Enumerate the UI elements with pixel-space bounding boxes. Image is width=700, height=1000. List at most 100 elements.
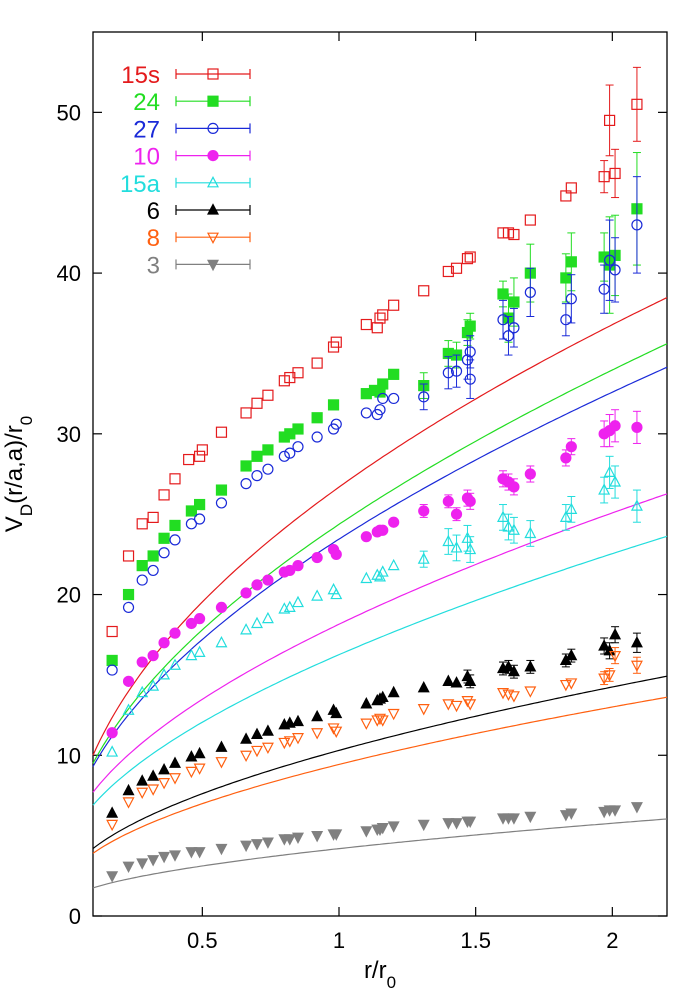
data-point: [565, 678, 578, 690]
data-point: [278, 450, 290, 462]
data-point: [185, 750, 198, 762]
plot-frame: [92, 31, 668, 917]
data-point: [193, 847, 206, 859]
data-point: [292, 560, 304, 572]
data-point: [136, 574, 148, 586]
data-point: [442, 534, 455, 547]
data-point: [630, 802, 643, 814]
data-point: [262, 389, 274, 401]
legend-marker: [207, 122, 219, 134]
data-point: [262, 444, 274, 456]
data-point: [106, 654, 118, 667]
data-point: [147, 650, 159, 662]
data-point: [388, 392, 400, 405]
data-point: [240, 732, 253, 744]
data-point: [327, 723, 340, 735]
data-point: [502, 520, 515, 532]
data-point: [508, 481, 520, 493]
fit-curve-27: [92, 366, 668, 767]
data-point: [251, 727, 263, 739]
data-point: [158, 547, 170, 559]
data-point: [565, 441, 577, 453]
data-point: [169, 534, 181, 546]
data-point: [122, 797, 135, 809]
data-point: [442, 495, 454, 507]
series-15s: [106, 66, 643, 638]
data-point: [565, 293, 577, 305]
data-point: [377, 392, 389, 405]
data-point: [507, 664, 520, 677]
data-point: [565, 808, 578, 820]
y-tick-label: 40: [57, 261, 81, 286]
data-point: [330, 548, 342, 560]
data-point: [292, 367, 304, 379]
data-point: [524, 286, 536, 298]
data-point: [251, 397, 263, 409]
data-point: [261, 837, 274, 849]
data-point: [147, 550, 159, 562]
legend-marker: [207, 259, 219, 272]
data-point: [251, 616, 263, 629]
data-point: [450, 818, 463, 830]
data-point: [292, 832, 304, 845]
series-8: [106, 647, 643, 832]
data-point: [507, 691, 520, 703]
data-point: [360, 718, 373, 730]
data-point: [261, 724, 274, 736]
data-point: [158, 532, 170, 544]
data-point: [215, 601, 228, 614]
data-point: [464, 251, 476, 263]
legend-item: 27: [133, 116, 251, 143]
data-point: [609, 420, 621, 432]
data-point: [417, 704, 430, 716]
data-point: [196, 444, 208, 456]
data-point: [450, 541, 463, 553]
data-point: [376, 565, 389, 577]
x-tick-label: 2: [606, 928, 618, 953]
legend-item: 10: [133, 144, 251, 171]
legend-item: 8: [147, 225, 251, 252]
data-point: [122, 601, 135, 614]
data-point: [524, 468, 536, 480]
data-point: [284, 447, 296, 459]
legend-label: 15a: [120, 171, 161, 198]
fit-curve-10: [92, 493, 668, 793]
data-point: [147, 769, 160, 781]
data-point: [598, 171, 610, 183]
data-point: [169, 627, 181, 639]
data-point: [311, 709, 324, 722]
data-point: [311, 357, 323, 369]
data-point: [360, 531, 372, 543]
data-point: [240, 460, 252, 472]
data-point: [311, 412, 323, 424]
data-point: [417, 680, 430, 693]
data-point: [194, 613, 206, 625]
data-point: [193, 763, 206, 775]
data-point: [417, 819, 430, 832]
data-point: [603, 465, 616, 477]
data-point: [169, 850, 181, 862]
legend-item: 15s: [121, 62, 251, 89]
data-point: [464, 674, 477, 686]
legend-marker: [207, 176, 219, 188]
data-point: [387, 821, 400, 833]
data-point: [240, 840, 253, 853]
x-axis-label-main: r/r: [364, 957, 387, 984]
data-point: [630, 635, 643, 648]
data-point: [194, 450, 206, 462]
data-point: [240, 407, 252, 419]
data-point: [261, 611, 274, 624]
data-point: [193, 645, 206, 658]
data-point: [262, 574, 274, 586]
data-point: [215, 740, 228, 752]
fit-curve-3: [92, 818, 668, 889]
data-point: [136, 787, 149, 800]
data-point: [122, 703, 135, 715]
data-point: [598, 483, 611, 495]
data-point: [122, 588, 135, 601]
data-point: [136, 685, 149, 698]
data-point: [158, 489, 170, 501]
data-point: [374, 404, 386, 416]
data-point: [524, 686, 537, 698]
